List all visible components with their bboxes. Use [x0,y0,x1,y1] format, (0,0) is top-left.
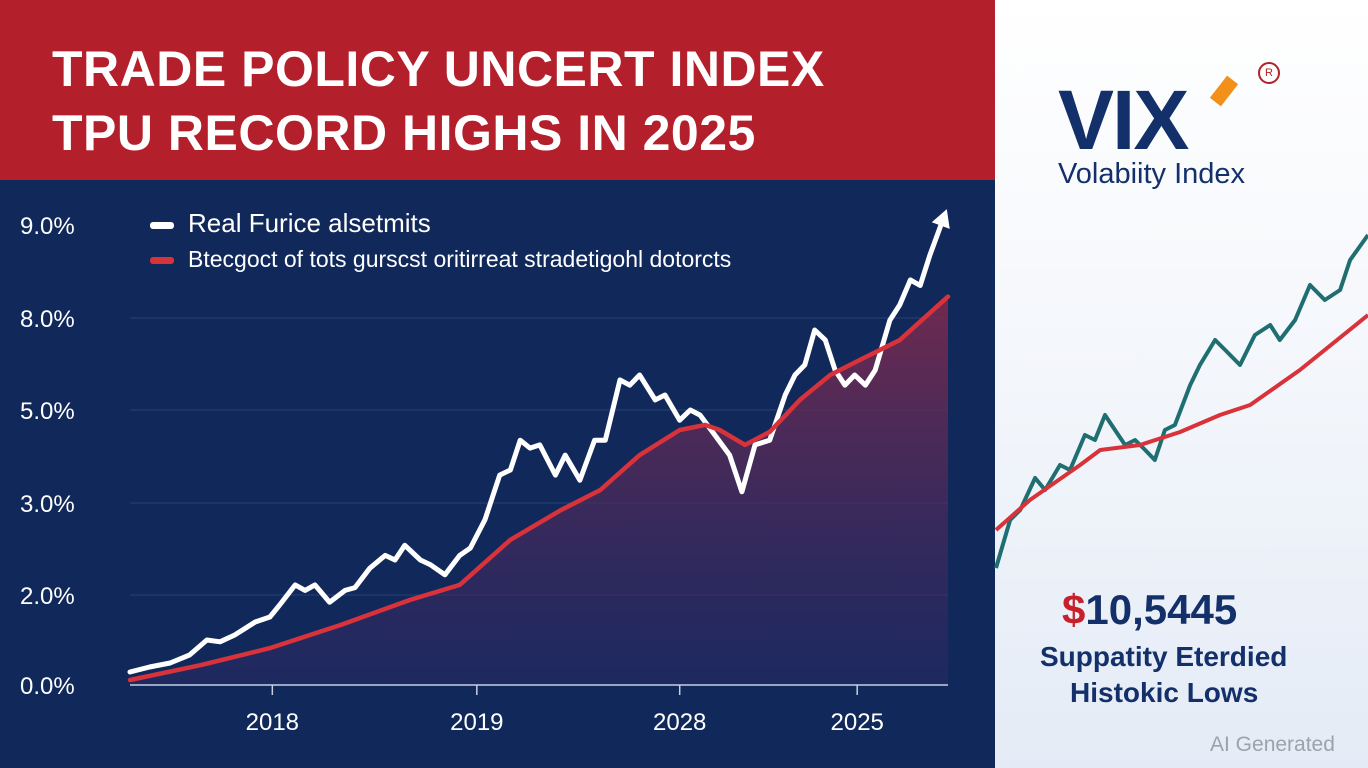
legend-label-white: Real Furice alsetmits [188,208,431,238]
mini-chart [994,233,1368,569]
header-banner: TRADE POLICY UNCERT INDEX TPU RECORD HIG… [0,0,995,180]
arrow-head-icon [931,209,950,229]
y-tick-label: 8.0% [20,306,75,333]
caption-line-2: Histokic Lows [1070,677,1259,708]
y-tick-label: 0.0% [20,673,75,700]
area-layer [130,296,948,685]
y-tick-label: 5.0% [20,398,75,425]
y-tick-label: 2.0% [20,583,75,610]
x-tick-label: 2018 [246,709,299,736]
ai-generated-watermark: AI Generated [1210,733,1335,756]
x-tick-label: 2025 [831,709,884,736]
legend-item-white: Real Furice alsetmits [150,208,431,239]
x-tick-label: 2019 [450,709,503,736]
axes: 0.0% 2.0% 3.0% 5.0% 8.0% 9.0% 2018 2019 2028 2025 [20,213,948,736]
mini-series-teal [994,233,1368,569]
registered-mark-icon: R [1258,62,1280,84]
y-tick-label: 3.0% [20,491,75,518]
mini-series-red [994,313,1368,532]
series-area [130,296,948,685]
legend-swatch-red [150,257,174,265]
title-line-1: TRADE POLICY UNCERT INDEX [52,41,825,97]
price-value: $10,5445 [1062,586,1238,633]
legend-swatch-white [150,221,174,229]
y-tick-label: 9.0% [20,213,75,240]
x-tick-label: 2028 [653,709,706,736]
side-panel [995,0,1368,768]
series-lines [127,209,951,683]
legend-item-red: Btecgoct of tots gurscst oritirreat stra… [150,246,731,273]
logo-subtitle: Volabiity Index [1058,158,1246,190]
series-line-red [127,294,951,683]
legend-label-red: Btecgoct of tots gurscst oritirreat stra… [188,246,732,272]
caption-line-1: Suppatity Eterdied [1040,641,1288,672]
vix-logo: VIX [1058,73,1189,167]
title-line-2: TPU RECORD HIGHS IN 2025 [52,105,756,161]
currency-symbol: $ [1062,586,1086,633]
